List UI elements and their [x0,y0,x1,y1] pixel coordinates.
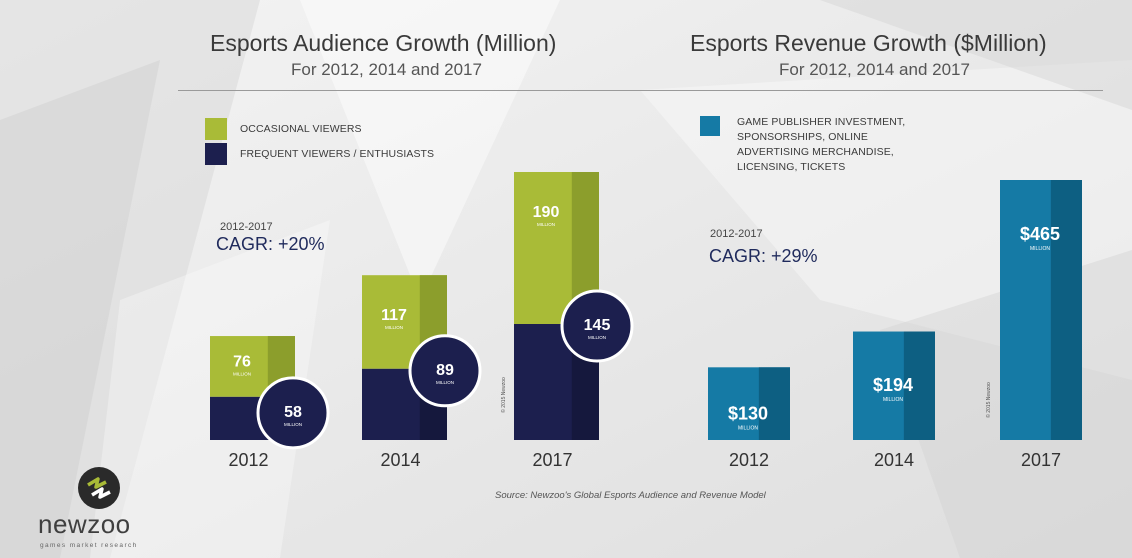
legend-label-revenue: GAME PUBLISHER INVESTMENT, SPONSORSHIPS,… [737,115,967,175]
unit-label-occasional-2012: MILLION [233,371,251,376]
data-label-frequent-2012: 58 [284,404,302,421]
data-label-revenue-2014: $194 [873,375,913,395]
audience-cagr-value: CAGR: +20% [216,234,325,254]
legend-label-frequent: FREQUENT VIEWERS / ENTHUSIASTS [240,148,435,160]
data-label-occasional-2012: 76 [233,353,251,370]
revenue-subtitle: For 2012, 2014 and 2017 [779,60,970,79]
bar-revenue-shade-2014 [903,331,935,440]
bar-revenue-shade-2017 [1050,180,1082,440]
data-label-occasional-2014: 117 [381,307,407,324]
copyright-audience: © 2015 Newzoo [500,377,507,413]
unit-label-frequent-2014: MILLION [436,380,454,385]
legend-line: SPONSORSHIPS, ONLINE [737,131,868,143]
legend-line: GAME PUBLISHER INVESTMENT, [737,116,906,128]
unit-label-revenue-2014: MILLION [883,397,903,403]
revenue-title: Esports Revenue Growth ($Million) [690,30,1047,56]
logo-tagline: games market research [40,542,138,549]
audience-subtitle: For 2012, 2014 and 2017 [291,60,482,79]
category-label-audience-2017: 2017 [532,450,572,470]
newzoo-logo-icon [78,467,120,509]
unit-label-occasional-2017: MILLION [537,222,555,227]
header-divider [178,90,1103,91]
copyright-revenue-2017: © 2015 Newzoo [985,382,992,418]
data-label-revenue-2012: $130 [728,403,768,423]
category-label-audience-2014: 2014 [380,450,420,470]
legend-swatch-occasional [205,118,227,140]
unit-label-revenue-2012: MILLION [738,425,758,431]
legend-swatch-revenue [700,116,720,136]
bar-revenue-shade-2012 [758,367,790,440]
category-label-revenue-2012: 2012 [729,450,769,470]
data-label-frequent-2017: 145 [584,317,611,334]
data-label-revenue-2017: $465 [1020,224,1060,244]
legend-label-occasional: OCCASIONAL VIEWERS [240,123,362,135]
legend-swatch-frequent [205,143,227,165]
unit-label-frequent-2017: MILLION [588,335,606,340]
source-note: Source: Newzoo's Global Esports Audience… [495,490,766,501]
circle-frequent-2017 [560,289,634,363]
category-label-revenue-2017: 2017 [1021,450,1061,470]
data-label-occasional-2017: 190 [533,204,560,221]
revenue-cagr-period: 2012-2017 [710,228,763,240]
unit-label-revenue-2017: MILLION [1030,246,1050,252]
audience-cagr-period: 2012-2017 [220,221,273,233]
circle-frequent-2012 [256,376,330,450]
legend-line: LICENSING, TICKETS [737,161,846,173]
category-label-revenue-2014: 2014 [874,450,914,470]
unit-label-occasional-2014: MILLION [385,325,403,330]
logo-wordmark: newzoo [38,509,131,539]
audience-title: Esports Audience Growth (Million) [210,30,557,56]
legend-line: ADVERTISING MERCHANDISE, [737,146,894,158]
category-label-audience-2012: 2012 [228,450,268,470]
data-label-frequent-2014: 89 [436,362,454,379]
revenue-cagr-value: CAGR: +29% [709,246,818,266]
circle-frequent-2014 [408,334,482,408]
unit-label-frequent-2012: MILLION [284,422,302,427]
